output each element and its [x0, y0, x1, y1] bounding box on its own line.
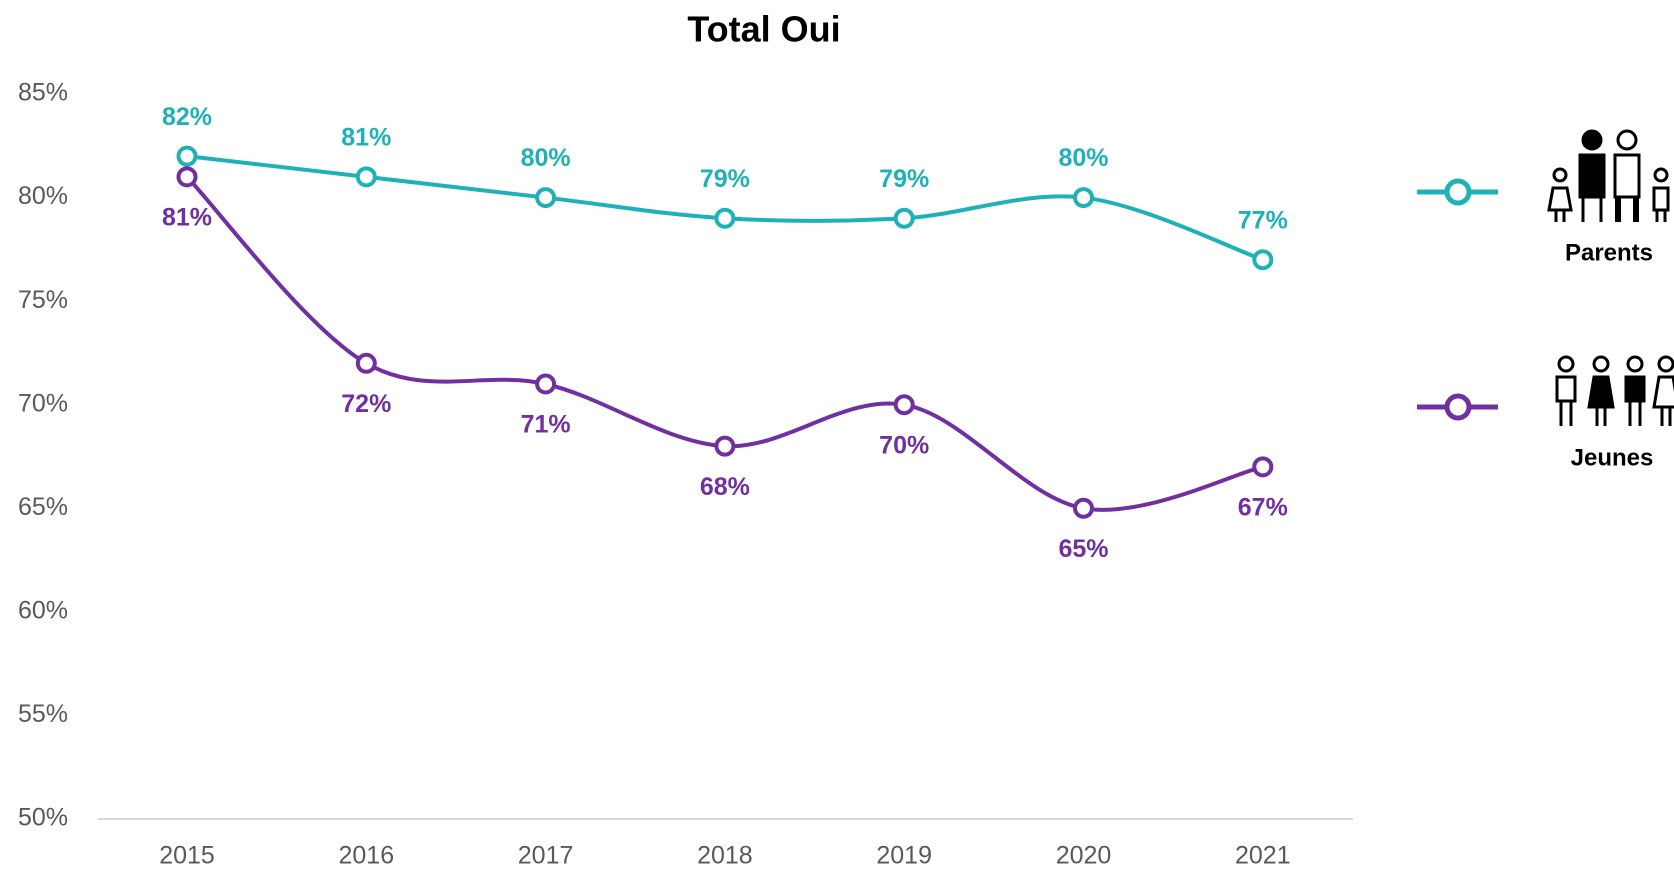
y-tick-label: 75%	[18, 286, 68, 314]
legend-label: Jeunes	[1571, 444, 1654, 471]
data-label: 67%	[1238, 493, 1288, 521]
data-label: 72%	[341, 390, 391, 418]
parents-icon	[1547, 129, 1670, 222]
data-point	[1073, 497, 1094, 519]
legend-marker	[1444, 178, 1472, 206]
x-tick-label: 2018	[697, 842, 753, 870]
legend-label: Parents	[1565, 239, 1653, 266]
data-point	[1073, 187, 1094, 209]
data-label: 65%	[1058, 535, 1108, 563]
legend-marker	[1444, 393, 1472, 421]
data-label: 80%	[521, 144, 571, 172]
data-point	[355, 166, 377, 188]
jeunes-icon	[1555, 355, 1674, 426]
x-tick-label: 2021	[1235, 842, 1291, 870]
data-point	[714, 435, 736, 457]
data-point	[893, 394, 915, 416]
x-tick-label: 2020	[1056, 842, 1112, 870]
data-label: 68%	[700, 473, 750, 501]
y-tick-label: 55%	[18, 700, 68, 728]
data-label: 81%	[162, 203, 212, 231]
data-label: 81%	[341, 123, 391, 151]
x-tick-label: 2017	[518, 842, 574, 870]
data-point	[535, 187, 557, 209]
chart-title: Total Oui	[687, 9, 840, 50]
data-label: 80%	[1058, 144, 1108, 172]
data-point	[535, 373, 557, 395]
data-point	[1252, 249, 1274, 271]
y-tick-label: 50%	[18, 804, 68, 832]
x-tick-label: 2016	[338, 842, 394, 870]
data-point	[1252, 456, 1274, 478]
data-point	[176, 166, 198, 188]
data-label: 79%	[879, 165, 929, 193]
y-tick-label: 60%	[18, 596, 68, 624]
data-point	[714, 207, 736, 229]
data-point	[176, 145, 198, 167]
data-label: 82%	[162, 103, 212, 131]
data-label: 79%	[700, 165, 750, 193]
data-label: 70%	[879, 431, 929, 459]
data-point	[893, 207, 915, 229]
data-label: 77%	[1238, 206, 1288, 234]
y-tick-label: 70%	[18, 389, 68, 417]
x-tick-label: 2019	[876, 842, 932, 870]
x-tick-label: 2015	[159, 842, 215, 870]
data-label: 71%	[521, 411, 571, 439]
y-tick-label: 85%	[18, 79, 68, 107]
data-point	[355, 352, 377, 374]
y-tick-label: 65%	[18, 493, 68, 521]
y-tick-label: 80%	[18, 182, 68, 210]
